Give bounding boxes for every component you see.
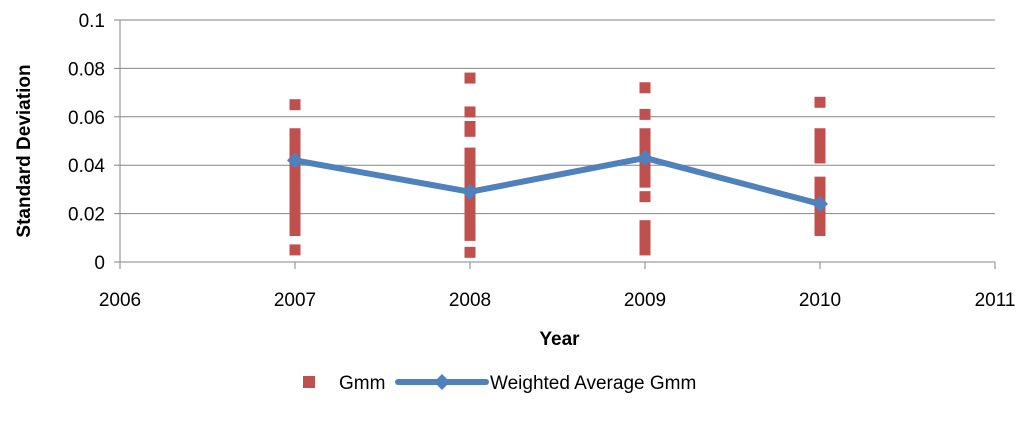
gmm-point <box>814 152 826 164</box>
gmm-point <box>464 106 476 118</box>
y-tick-label: 0.04 <box>68 156 105 177</box>
x-axis-title: Year <box>539 329 580 350</box>
y-tick-label: 0.08 <box>68 59 105 80</box>
gmm-point <box>289 99 301 111</box>
weighted-average-point <box>287 152 303 169</box>
legend-weighted-label: Weighted Average Gmm <box>490 373 696 394</box>
weighted-average-point <box>637 149 653 166</box>
gmm-point <box>464 72 476 84</box>
y-tick-label: 0.02 <box>68 205 105 226</box>
legend-gmm-marker <box>303 376 315 388</box>
y-tick-label: 0 <box>94 253 105 274</box>
gmm-point <box>464 229 476 241</box>
x-tick-label: 2008 <box>449 290 491 311</box>
gmm-point <box>464 246 476 258</box>
x-tick-label: 2009 <box>624 290 666 311</box>
gmm-point <box>639 176 651 188</box>
gmm-point <box>289 225 301 237</box>
weighted-average-point <box>812 195 828 212</box>
gmm-point <box>814 225 826 237</box>
y-tick-label: 0.1 <box>79 11 105 32</box>
y-axis-title: Standard Deviation <box>14 64 35 237</box>
x-tick-label: 2011 <box>975 290 1016 311</box>
gmm-point <box>639 191 651 203</box>
weighted-average-point <box>462 183 478 200</box>
gmm-point <box>639 244 651 256</box>
y-tick-label: 0.06 <box>68 108 105 129</box>
weighted-average-line <box>292 154 823 207</box>
gmm-point <box>814 96 826 108</box>
gmm-point <box>639 108 651 120</box>
gmm-point <box>639 82 651 94</box>
gmm-point <box>464 125 476 137</box>
gmm-point <box>289 244 301 256</box>
legend-weighted-marker <box>434 374 450 390</box>
x-tick-label: 2007 <box>274 290 316 311</box>
x-tick-label: 2010 <box>799 290 841 311</box>
legend-gmm-label: Gmm <box>339 373 385 394</box>
x-tick-label: 2006 <box>99 290 141 311</box>
